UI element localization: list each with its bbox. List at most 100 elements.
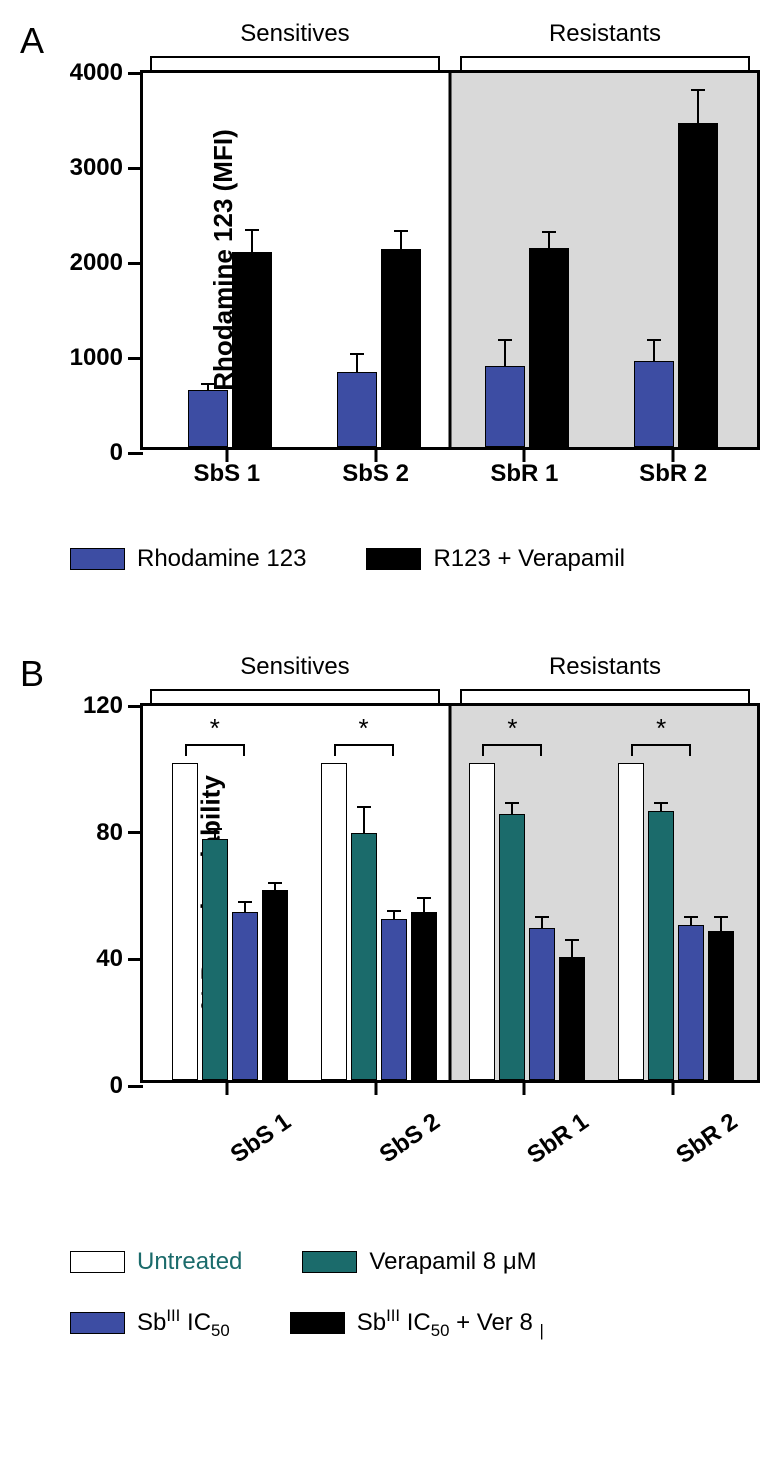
bar (648, 811, 674, 1080)
legend-item: SbIII IC50 (70, 1306, 230, 1341)
chart-b-container: Sensitives Resistants 04080120 % Parasit… (70, 653, 746, 1178)
legend-item: Rhodamine 123 (70, 545, 306, 573)
bracket-icon (450, 681, 760, 701)
error-cap (498, 339, 512, 341)
bracket-icon (450, 48, 760, 68)
error-cap (387, 910, 401, 912)
error-bar (548, 231, 550, 248)
bar (708, 931, 734, 1080)
y-tick-label: 1000 (70, 344, 123, 372)
bar (188, 390, 228, 447)
y-tick-label: 2000 (70, 249, 123, 277)
significance-bracket (334, 744, 394, 756)
error-cap (505, 802, 519, 804)
error-cap (691, 89, 705, 91)
group-labels-b: Sensitives Resistants (140, 653, 760, 703)
x-label: SbR 2 (671, 1108, 743, 1170)
bar (485, 366, 525, 447)
y-tick-label: 40 (96, 945, 123, 973)
y-tick-label: 3000 (70, 154, 123, 182)
error-bar (571, 939, 573, 958)
y-tick (128, 72, 143, 75)
legend-swatch (70, 548, 125, 570)
plot-area-b: 04080120 % Parasite viability **** (140, 703, 760, 1083)
error-bar (214, 828, 216, 841)
bar (202, 839, 228, 1080)
y-tick (128, 357, 143, 360)
x-label: SbR 1 (523, 1108, 595, 1170)
error-cap (714, 916, 728, 918)
error-cap (268, 882, 282, 884)
significance-star: * (210, 713, 220, 744)
bar (634, 361, 674, 447)
group-label-sensitives-b: Sensitives (140, 653, 450, 703)
bar (678, 123, 718, 447)
bar (381, 249, 421, 447)
error-bar (511, 802, 513, 815)
group-label-text: Resistants (549, 653, 661, 680)
error-bar (244, 901, 246, 914)
error-bar (423, 897, 425, 913)
bracket-icon (140, 48, 450, 68)
bar (559, 957, 585, 1081)
panel-b-label: B (20, 653, 44, 695)
legend-a: Rhodamine 123 R123 + Verapamil (70, 545, 746, 573)
x-tick (374, 1083, 377, 1095)
error-bar (697, 89, 699, 124)
x-labels-b: SbS 1SbS 2SbR 1SbR 2 (140, 1088, 760, 1178)
panel-a-label: A (20, 20, 44, 62)
bar (678, 925, 704, 1080)
legend-label: SbIII IC50 + Ver 8 | (357, 1306, 544, 1341)
error-cap (357, 806, 371, 808)
legend-label: R123 + Verapamil (433, 545, 624, 573)
bar (172, 763, 198, 1080)
bar (411, 912, 437, 1080)
error-bar (653, 339, 655, 362)
bar (499, 814, 525, 1080)
significance-bracket (185, 744, 245, 756)
group-label-text: Sensitives (240, 20, 349, 47)
x-tick (225, 1083, 228, 1095)
error-cap (350, 353, 364, 355)
bracket-icon (140, 681, 450, 701)
y-tick-label: 0 (110, 439, 123, 467)
error-bar (393, 910, 395, 920)
error-cap (684, 916, 698, 918)
significance-star: * (507, 713, 517, 744)
bar (381, 919, 407, 1081)
error-bar (660, 802, 662, 812)
bar (351, 833, 377, 1080)
error-cap (542, 231, 556, 233)
bar (529, 928, 555, 1080)
error-cap (654, 802, 668, 804)
bar (529, 248, 569, 448)
error-cap (535, 916, 549, 918)
x-label: SbS 1 (226, 1108, 297, 1169)
error-cap (238, 901, 252, 903)
significance-star: * (359, 713, 369, 744)
error-bar (363, 806, 365, 835)
legend-b: Untreated Verapamil 8 μM SbIII IC50 SbIII I… (70, 1248, 720, 1341)
error-bar (690, 916, 692, 926)
error-bar (720, 916, 722, 932)
y-axis-b: 04080120 (73, 706, 143, 1080)
legend-item: SbIII IC50 + Ver 8 | (290, 1306, 544, 1341)
group-label-text: Sensitives (240, 653, 349, 680)
error-bar (541, 916, 543, 929)
legend-swatch (70, 1312, 125, 1334)
x-label: SbR 2 (639, 460, 707, 488)
significance-star: * (656, 713, 666, 744)
error-bar (274, 882, 276, 892)
y-axis-a: 01000200030004000 (73, 73, 143, 447)
legend-label: SbIII IC50 (137, 1306, 230, 1341)
legend-label: Verapamil 8 μM (369, 1248, 536, 1276)
legend-item: Untreated (70, 1248, 242, 1276)
chart-a-container: Sensitives Resistants 01000200030004000 … (70, 20, 746, 495)
bar (232, 912, 258, 1080)
y-tick (128, 705, 143, 708)
error-cap (394, 230, 408, 232)
y-tick-label: 120 (83, 692, 123, 720)
y-tick-label: 4000 (70, 59, 123, 87)
y-tick-label: 0 (110, 1072, 123, 1100)
error-bar (356, 353, 358, 373)
